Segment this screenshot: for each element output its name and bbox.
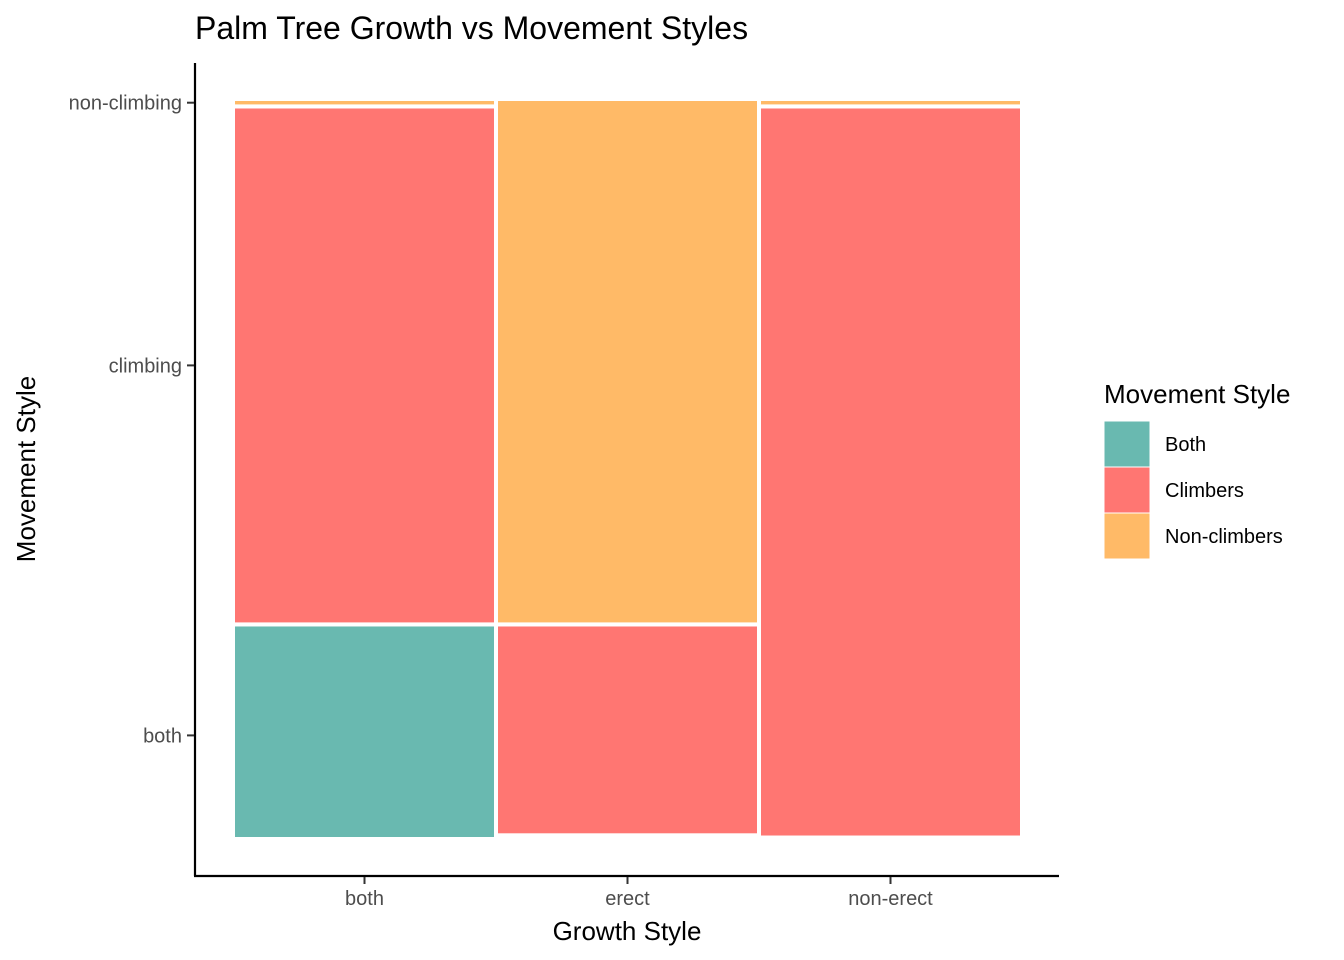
legend-label: Both: [1165, 434, 1206, 456]
y-tick-label: climbing: [109, 355, 182, 377]
mosaic-tile-both-both: [231, 622, 498, 842]
mosaic-tile-both-climbing: [231, 104, 498, 627]
chart-title: Palm Tree Growth vs Movement Styles: [195, 10, 748, 46]
x-tick-label: erect: [605, 888, 650, 910]
mosaic-tile-non-erect-climbing: [757, 104, 1024, 840]
y-tick-label: non-climbing: [69, 93, 182, 115]
legend-swatch: [1103, 420, 1151, 468]
y-tick-label: both: [143, 725, 182, 747]
mosaic-tile-both-non-climbing: [231, 97, 498, 109]
x-tick-label: non-erect: [848, 888, 933, 910]
legend-swatch: [1103, 466, 1151, 514]
mosaic-tile-erect-non-climbing: [494, 97, 761, 627]
legend: Movement Style Both Climbers Non-climbers: [1103, 379, 1290, 560]
y-axis-ticks: both climbing non-climbing: [69, 93, 194, 747]
legend-label: Non-climbers: [1165, 526, 1283, 548]
x-axis-ticks: both erect non-erect: [345, 877, 933, 910]
legend-label: Climbers: [1165, 480, 1244, 502]
mosaic-tile-erect-climbing: [494, 622, 761, 838]
mosaic-tile-non-erect-non-climbing: [757, 97, 1024, 109]
x-axis-title: Growth Style: [553, 916, 702, 946]
plot-area: [231, 97, 1024, 842]
y-axis-title: Movement Style: [11, 376, 41, 562]
legend-swatch: [1103, 512, 1151, 560]
legend-title: Movement Style: [1104, 379, 1290, 409]
x-tick-label: both: [345, 888, 384, 910]
